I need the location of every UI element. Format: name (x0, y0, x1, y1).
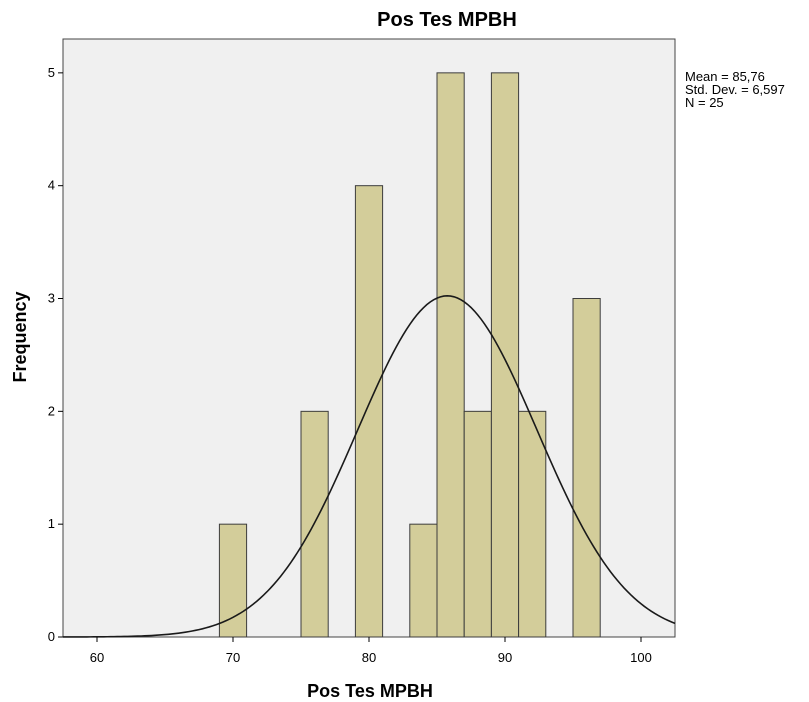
x-tick-label-3: 90 (498, 650, 512, 665)
axes-group: 60 70 80 90 100 0 1 2 3 4 5 (48, 65, 652, 665)
histogram-bar-6 (490, 72, 520, 638)
y-tick-label-3: 3 (48, 291, 55, 306)
histogram-bar-8 (572, 298, 601, 638)
chart-title: Pos Tes MPBH (377, 9, 517, 31)
y-tick-label-5: 5 (48, 65, 55, 80)
stat-mean: Mean = 85,76 (685, 69, 765, 84)
histogram-bar-0 (218, 523, 248, 638)
y-tick-label-0: 0 (48, 629, 55, 644)
x-tick-label-2: 80 (362, 650, 376, 665)
histogram-bar-3 (409, 523, 438, 638)
stat-std-dev: Std. Dev. = 6,597 (685, 82, 785, 97)
x-tick-label-0: 60 (90, 650, 104, 665)
y-tick-label-2: 2 (48, 403, 55, 418)
normal-curve (63, 295, 676, 638)
x-tick-label-4: 100 (630, 650, 652, 665)
bars-group (218, 72, 601, 638)
stats-legend: Mean = 85,76 Std. Dev. = 6,597 N = 25 (685, 69, 785, 110)
y-tick-label-1: 1 (48, 516, 55, 531)
y-axis-label: Frequency (10, 291, 30, 382)
histogram-bar-4 (436, 72, 465, 638)
x-axis-label: Pos Tes MPBH (307, 681, 433, 701)
y-tick-label-4: 4 (48, 178, 55, 193)
x-tick-label-1: 70 (226, 650, 240, 665)
histogram-bar-7 (518, 410, 547, 638)
stat-n: N = 25 (685, 95, 724, 110)
histogram-bar-5 (463, 410, 492, 638)
histogram-bar-2 (354, 185, 384, 638)
